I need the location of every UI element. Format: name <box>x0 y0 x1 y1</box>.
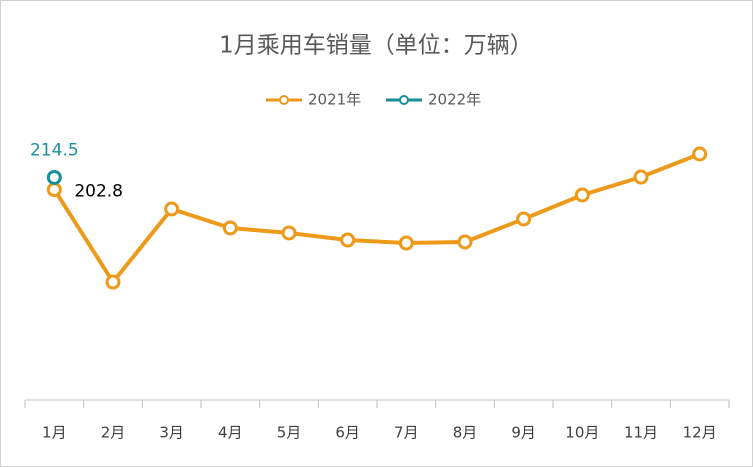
chart-title: 1月乘用车销量（单位：万辆） <box>219 33 533 59</box>
point <box>281 225 297 241</box>
x-tick-label: 6月 <box>335 424 360 442</box>
x-tick-label: 8月 <box>453 424 478 442</box>
x-tick-label: 1月 <box>42 424 67 442</box>
point <box>222 220 238 236</box>
data-label: 214.5 <box>30 140 79 160</box>
x-tick-label: 4月 <box>218 424 243 442</box>
line <box>52 152 701 285</box>
point <box>692 146 708 162</box>
x-tick-label: 3月 <box>159 424 184 442</box>
point <box>574 187 590 203</box>
point <box>457 234 473 250</box>
x-tick-label: 5月 <box>277 424 302 442</box>
x-tick-label: 9月 <box>511 424 536 442</box>
point <box>46 169 62 185</box>
legend-label: 2022年 <box>428 91 481 109</box>
point <box>164 201 180 217</box>
legend-marker <box>279 95 289 105</box>
x-tick-label: 2月 <box>101 424 126 442</box>
legend-marker <box>399 95 409 105</box>
point <box>398 235 414 251</box>
x-tick-label: 7月 <box>394 424 419 442</box>
point <box>105 274 121 290</box>
point <box>516 211 532 227</box>
x-tick-label: 11月 <box>624 424 658 442</box>
point <box>46 182 62 198</box>
legend-label: 2021年 <box>308 91 361 109</box>
x-tick-label: 10月 <box>565 424 599 442</box>
point <box>633 169 649 185</box>
data-label: 202.8 <box>74 182 123 202</box>
x-tick-label: 12月 <box>683 424 717 442</box>
point <box>340 232 356 248</box>
